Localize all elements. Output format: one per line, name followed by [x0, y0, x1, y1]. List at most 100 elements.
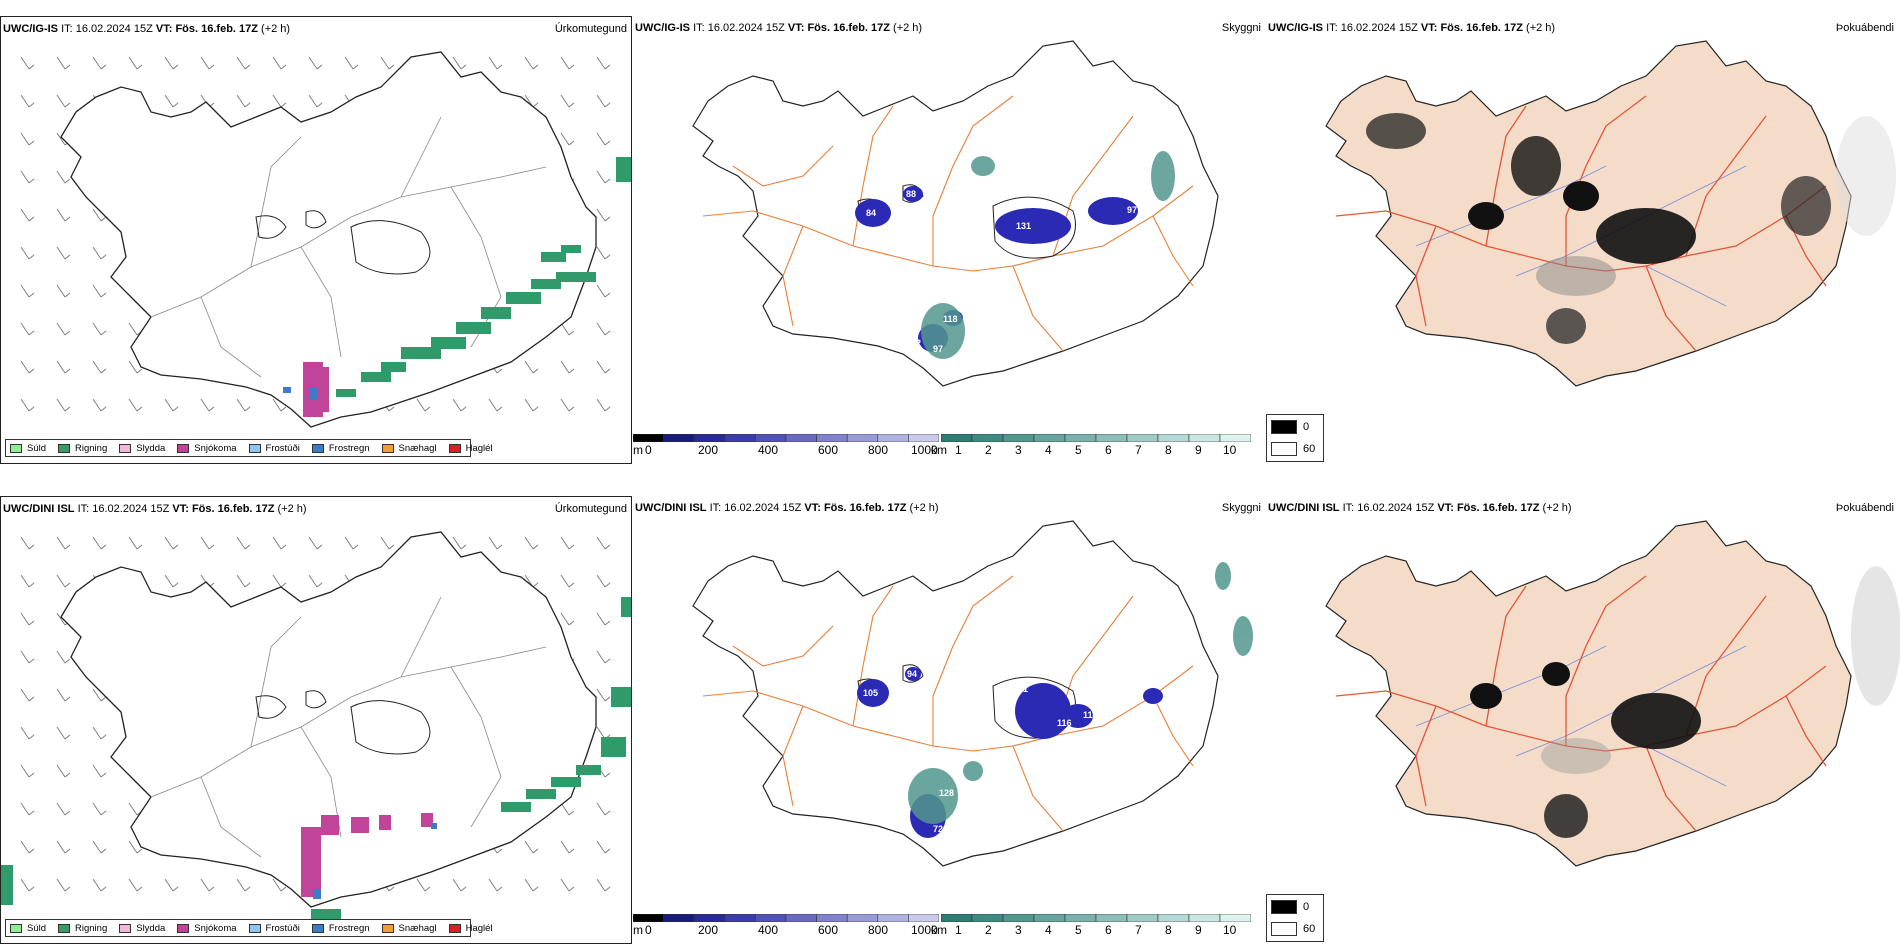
cloud-base-label: 105	[863, 688, 878, 698]
legend-swatch	[381, 923, 394, 933]
wind-barb	[596, 56, 611, 70]
wind-barb	[56, 284, 71, 298]
legend-swatch	[10, 443, 22, 453]
legend-swatch	[58, 923, 71, 933]
legend-item: Súld	[10, 443, 46, 454]
cloud-base-label: 131	[1016, 221, 1031, 231]
wind-barb	[380, 56, 395, 70]
iceland-outline	[692, 40, 1219, 387]
wind-barb	[596, 840, 611, 854]
wind-barb	[596, 360, 611, 374]
fog-indicator-panel-row1: UWC/IG-IS IT: 16.02.2024 15Z VT: Fös. 16…	[1266, 16, 1900, 464]
fog-legend-row: 60	[1267, 919, 1323, 939]
wind-barb	[56, 536, 71, 550]
scale-swatch	[633, 434, 664, 442]
low-visibility-areas	[908, 562, 1253, 824]
wind-barb	[596, 612, 611, 626]
scale-swatch	[941, 914, 973, 922]
wind-barb	[20, 398, 35, 412]
precip-type-legend: Súld Rigning Slydda Snjókoma Frostúði Fr…	[5, 919, 493, 937]
wind-barb	[128, 840, 143, 854]
legend-swatch	[311, 443, 324, 453]
fog-areas	[1470, 566, 1900, 838]
legend-swatch	[58, 443, 71, 453]
wind-barb	[596, 322, 611, 336]
wind-barb	[20, 536, 35, 550]
iceland-outline	[60, 531, 597, 908]
wind-barb	[272, 574, 287, 588]
cloud-base-label: 52	[911, 338, 921, 348]
scale-swatch	[1126, 434, 1159, 442]
wind-barb	[524, 398, 539, 412]
wind-barb	[56, 840, 71, 854]
wind-barb	[200, 536, 215, 550]
legend-item: Snjókoma	[177, 443, 237, 454]
wind-barb	[416, 878, 431, 892]
wind-barb	[272, 536, 287, 550]
rain-band-southeast	[1, 597, 631, 919]
wind-barb	[308, 574, 323, 588]
wind-barb	[92, 322, 107, 336]
wind-barb	[164, 878, 179, 892]
fog-swatch	[1271, 442, 1297, 456]
scale-swatch	[1219, 914, 1251, 922]
ceiling-scale-bar: m 0 200 400 600 800 1000	[633, 434, 939, 457]
legend-swatch	[248, 923, 261, 933]
iceland-map-precip	[1, 531, 631, 919]
scale-swatch	[816, 914, 848, 922]
low-visibility-areas	[921, 151, 1175, 359]
fog-legend-row: 0	[1267, 897, 1323, 917]
roads	[1335, 575, 1827, 832]
freezing-area	[283, 387, 317, 399]
scale-swatch	[877, 914, 909, 922]
wind-barb	[56, 246, 71, 260]
cloud-base-label: 128	[939, 788, 954, 798]
wind-barb	[308, 56, 323, 70]
wind-barb	[596, 688, 611, 702]
wind-barb	[344, 56, 359, 70]
wind-barb	[236, 56, 251, 70]
wind-barb	[596, 802, 611, 816]
wind-barb	[452, 536, 467, 550]
scale-swatch	[724, 434, 756, 442]
scale-swatch	[908, 914, 939, 922]
wind-barb	[92, 246, 107, 260]
wind-barb	[524, 840, 539, 854]
wind-barb	[20, 840, 35, 854]
wind-barb	[488, 56, 503, 70]
fog-legend: 0 60	[1266, 414, 1324, 462]
precip-type-panel-row2: UWC/DINI ISL IT: 16.02.2024 15Z VT: Fös.…	[0, 496, 632, 944]
wind-barb	[596, 284, 611, 298]
wind-barb	[596, 878, 611, 892]
legend-swatch	[119, 443, 132, 453]
scale-swatch	[1188, 434, 1221, 442]
wind-barb	[560, 536, 575, 550]
scale-swatch	[971, 914, 1004, 922]
roads	[150, 116, 547, 378]
wind-barb	[92, 360, 107, 374]
wind-barb	[452, 398, 467, 412]
rain-band-southeast	[336, 157, 631, 397]
scale-swatch	[633, 914, 664, 922]
legend-swatch	[119, 923, 132, 933]
wind-barb	[380, 536, 395, 550]
legend-item: Súld	[10, 923, 46, 934]
visibility-panel-row2: UWC/DINI ISL IT: 16.02.2024 15Z VT: Fös.…	[633, 496, 1265, 944]
wind-barb	[56, 688, 71, 702]
wind-barb	[596, 94, 611, 108]
legend-item: Slydda	[119, 443, 165, 454]
wind-barb	[56, 398, 71, 412]
scale-swatch	[663, 914, 695, 922]
panel-title: UWC/IG-IS IT: 16.02.2024 15Z VT: Fös. 16…	[3, 23, 291, 35]
wind-barb	[56, 878, 71, 892]
panel-title: UWC/DINI ISL IT: 16.02.2024 15Z VT: Fös.…	[635, 502, 939, 514]
field-name: Úrkomutegund	[554, 503, 627, 515]
legend-item: Snjókoma	[177, 923, 237, 934]
scale-swatch	[971, 434, 1004, 442]
wind-barb	[56, 574, 71, 588]
wind-barb	[56, 764, 71, 778]
legend-item: Frostregn	[311, 443, 370, 454]
fog-legend: 0 60	[1266, 894, 1324, 942]
wind-barb	[344, 536, 359, 550]
visibility-scale-swatches	[941, 914, 1251, 922]
